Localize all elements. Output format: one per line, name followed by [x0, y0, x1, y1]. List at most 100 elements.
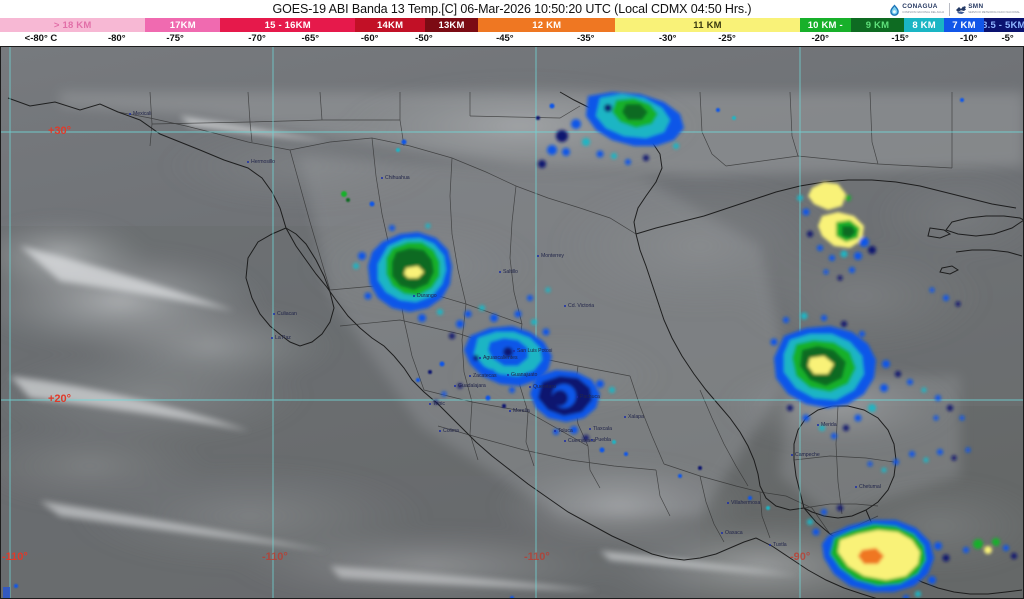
colorbar-segment-13km: 13KM — [424, 18, 479, 32]
city-marker-dot — [727, 502, 729, 504]
convective-cluster-central-highlands — [434, 287, 552, 404]
graticule-label: -110° — [262, 551, 288, 563]
header-bar: GOES-19 ABI Banda 13 Temp.[C] 06-Mar-202… — [0, 0, 1024, 18]
city-marker-dot — [271, 337, 273, 339]
city-label: Mexicali — [133, 111, 152, 117]
city-marker-dot — [509, 410, 511, 412]
city-marker-dot — [817, 424, 819, 426]
convective-cluster-south-texas — [538, 92, 684, 168]
temperature-tick: -25° — [718, 33, 736, 44]
city-label: Merida — [821, 422, 837, 428]
city-marker-dot — [469, 375, 471, 377]
city-label: Toluca — [558, 428, 573, 434]
water-drop-icon — [889, 3, 900, 16]
city-marker-dot — [454, 385, 456, 387]
graticule-label: +30° — [48, 125, 72, 137]
colorbar-segment-10-km: 10 KM - — [799, 18, 851, 32]
city-label: Tuxtla — [773, 542, 787, 548]
city-label: Campeche — [795, 452, 820, 458]
conagua-logo-subtitle: COMISION NACIONAL DEL AGUA — [902, 10, 945, 14]
city-marker-dot — [721, 532, 723, 534]
conagua-logo: CONAGUA COMISION NACIONAL DEL AGUA — [887, 1, 946, 17]
page-title: GOES-19 ABI Banda 13 Temp.[C] 06-Mar-202… — [272, 2, 752, 16]
city-label: Chihuahua — [385, 175, 410, 181]
temperature-tick: -65° — [301, 33, 320, 44]
city-label: Pachuca — [580, 394, 600, 400]
city-marker-dot — [413, 295, 415, 297]
colorbar-segment-18-km: > 18 KM — [0, 18, 146, 32]
graticule-label: -90° — [790, 551, 811, 563]
city-marker-dot — [576, 396, 578, 398]
city-marker-dot — [791, 454, 793, 456]
city-marker-dot — [499, 271, 501, 273]
city-label: Morelia — [513, 408, 530, 414]
temperature-tick: -20° — [811, 33, 829, 44]
city-marker-dot — [273, 313, 275, 315]
city-label: Zacatecas — [473, 373, 497, 379]
logo-group: CONAGUA COMISION NACIONAL DEL AGUA SMN S… — [887, 0, 1022, 18]
city-marker-dot — [507, 374, 509, 376]
city-marker-dot — [624, 416, 626, 418]
colorbar-segment-8-km: 8 KM — [904, 18, 945, 32]
city-marker-dot — [439, 430, 441, 432]
smn-logo-text: SMN — [968, 3, 984, 11]
city-label: San Luis Potosi — [517, 348, 553, 354]
scattered-convective-cells — [14, 98, 964, 599]
city-marker-dot — [529, 386, 531, 388]
city-marker-dot — [591, 439, 593, 441]
city-label: Guadalajara — [458, 383, 486, 389]
city-marker-dot — [381, 177, 383, 179]
city-label: Aguascalientes — [483, 355, 518, 361]
temperature-tick: -60° — [360, 33, 379, 44]
temperature-tick: -75° — [166, 33, 184, 44]
city-label: Oaxaca — [725, 530, 743, 536]
city-label: Cuernavaca — [568, 438, 596, 444]
city-label: Culiacan — [277, 311, 297, 317]
convective-cluster-belize-guatemala — [807, 505, 1017, 599]
city-label: Xalapa — [628, 414, 644, 420]
city-marker-dot — [537, 255, 539, 257]
city-marker-dot — [564, 440, 566, 442]
city-marker-dot — [247, 161, 249, 163]
graticule-label: -110° — [524, 551, 550, 563]
colorbar-segment-3-5-5km: 3.5 - 5KM — [983, 18, 1024, 32]
city-marker-dot — [129, 113, 131, 115]
city-label: Hermosillo — [251, 159, 276, 165]
colorbar-segment-17km: 17KM — [145, 18, 221, 32]
city-marker-dot — [429, 403, 431, 405]
city-label: La Paz — [275, 335, 291, 341]
conagua-logo-text: CONAGUA — [902, 3, 938, 11]
colorbar-segment-15-16km: 15 - 16KM — [220, 18, 356, 32]
graticule-label: +20° — [48, 393, 72, 405]
temperature-tick: -5° — [1001, 33, 1014, 44]
city-label: Colima — [443, 428, 459, 434]
city-label: Villahermosa — [731, 500, 761, 506]
temperature-tick: -70° — [248, 33, 266, 44]
city-label: Tlaxcala — [593, 426, 612, 432]
satellite-image-canvas — [0, 46, 1024, 599]
cloud-height-colorbar: > 18 KM 17KM 15 - 16KM 14KM 13KM 12 KM 11 KM 10… — [0, 18, 1024, 32]
city-label: Puebla — [595, 437, 611, 443]
convective-cluster-gulf-mcs — [770, 312, 971, 473]
city-marker-dot — [589, 428, 591, 430]
convective-cluster-cuba — [797, 182, 961, 307]
logo-divider — [949, 2, 951, 16]
city-marker-dot — [564, 305, 566, 307]
temperature-tick: <-80° C — [24, 33, 58, 44]
temperature-tick: -35° — [576, 33, 595, 44]
graticule-lines — [0, 46, 1024, 599]
colorbar-segment-9-km: 9 KM — [850, 18, 905, 32]
city-marker-dot — [769, 544, 771, 546]
city-label: Saltillo — [503, 269, 518, 275]
city-label: Guanajuato — [511, 372, 538, 378]
city-label: Cd. Victoria — [568, 303, 595, 309]
temperature-tick: -30° — [658, 33, 677, 44]
smn-logo: SMN SERVICIO METEOROLOGICO NACIONAL — [953, 1, 1022, 17]
smn-logo-subtitle: SERVICIO METEOROLOGICO NACIONAL — [968, 10, 1020, 14]
colorbar-segment-12-km: 12 KM — [478, 18, 616, 32]
city-marker-dot — [554, 430, 556, 432]
scroll-indicator[interactable] — [3, 587, 10, 598]
eagle-emblem-icon — [955, 3, 968, 16]
city-label: Chetumal — [859, 484, 881, 490]
satellite-imagery-map[interactable]: +30° +20° -110° -110° -110° -90° Mexicali Herm… — [0, 46, 1024, 599]
